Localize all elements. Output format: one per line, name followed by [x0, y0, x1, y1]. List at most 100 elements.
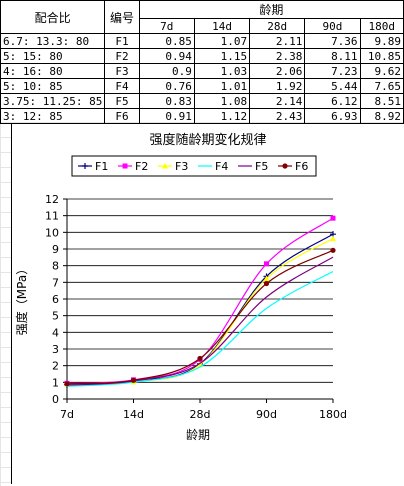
value-cell[interactable]: 2.14	[249, 93, 306, 109]
chart-title: 强度随龄期变化规律	[149, 132, 266, 148]
value-cell[interactable]: 0.76	[138, 78, 195, 94]
value-cell[interactable]: 8.92	[359, 108, 404, 124]
data-point-f2	[330, 215, 336, 221]
value-cell[interactable]: 8.51	[359, 93, 404, 109]
chart-object[interactable]: 强度随龄期变化规律 F1 F2 F3 F4 F5 F6 0 1 2 3 4 5 6 7 8 9 10 11 12 …	[11, 123, 404, 485]
x-tick-labels: 7d 14d 28d 90d 180d	[60, 408, 347, 421]
legend-label-f2: F2	[135, 160, 148, 173]
value-cell[interactable]: 6.12	[304, 93, 361, 109]
x-tick-label: 14d	[123, 408, 144, 421]
ratio-cell[interactable]: 6.7: 13.3: 80	[0, 33, 106, 49]
legend-label-f4: F4	[215, 160, 228, 173]
y-tick-label: 5	[52, 310, 59, 323]
y-tick-label: 4	[52, 326, 59, 339]
data-point-f6	[197, 355, 203, 362]
code-cell[interactable]: F2	[104, 48, 140, 64]
ratio-cell[interactable]: 3.75: 11.25: 85	[0, 93, 106, 109]
x-axis-label: 龄期	[186, 428, 210, 442]
y-tick-label: 7	[52, 276, 59, 289]
value-cell[interactable]: 1.03	[193, 63, 251, 79]
x-tick-label: 90d	[256, 408, 277, 421]
legend-marker-f1	[82, 163, 88, 169]
code-cell[interactable]: F4	[104, 78, 140, 94]
data-table: 配合比 编号 龄期 7d 14d 28d 90d 180d 6.7: 13.3:…	[0, 0, 404, 124]
value-cell[interactable]: 0.83	[138, 93, 195, 109]
value-cell[interactable]: 7.23	[304, 63, 361, 79]
value-cell[interactable]: 1.12	[193, 108, 251, 124]
age-col-90d[interactable]: 90d	[304, 18, 361, 34]
ratio-header[interactable]: 配合比	[0, 0, 106, 34]
legend-label-f6: F6	[295, 160, 308, 173]
code-header[interactable]: 编号	[104, 0, 140, 34]
y-tick-label: 11	[45, 210, 59, 223]
data-point-f3	[263, 275, 270, 281]
legend-label-f3: F3	[175, 160, 188, 173]
y-tick-label: 12	[45, 193, 59, 206]
code-cell[interactable]: F1	[104, 33, 140, 49]
y-tick-label: 10	[45, 226, 59, 239]
axes	[66, 199, 334, 403]
value-cell[interactable]: 1.92	[249, 78, 306, 94]
value-cell[interactable]: 7.65	[359, 78, 404, 94]
data-point-f6	[330, 247, 336, 253]
value-cell[interactable]: 5.44	[304, 78, 361, 94]
legend-marker-f3	[162, 163, 168, 169]
data-point-f2	[264, 261, 269, 267]
code-cell[interactable]: F5	[104, 93, 140, 109]
ratio-cell[interactable]: 5: 15: 80	[0, 48, 106, 64]
value-cell[interactable]: 6.93	[304, 108, 361, 124]
y-tick-label: 0	[52, 393, 59, 406]
x-tick-label: 7d	[60, 408, 74, 421]
legend-label-f5: F5	[255, 160, 268, 173]
y-tick-label: 6	[52, 293, 59, 306]
value-cell[interactable]: 8.11	[304, 48, 361, 64]
y-tick-label: 1	[52, 376, 59, 389]
value-cell[interactable]: 9.89	[359, 33, 404, 49]
code-cell[interactable]: F3	[104, 63, 140, 79]
value-cell[interactable]: 7.36	[304, 33, 361, 49]
legend: F1 F2 F3 F4 F5 F6	[78, 160, 308, 173]
strength-chart: 强度随龄期变化规律 F1 F2 F3 F4 F5 F6 0123456789101112 …	[12, 124, 404, 485]
value-cell[interactable]: 1.07	[193, 33, 251, 49]
age-col-14d[interactable]: 14d	[193, 18, 251, 34]
legend-box	[71, 155, 317, 177]
ratio-cell[interactable]: 4: 16: 80	[0, 63, 106, 79]
legend-label-f1: F1	[95, 160, 108, 173]
age-col-7d[interactable]: 7d	[138, 18, 195, 34]
x-tick-label: 28d	[190, 408, 211, 421]
value-cell[interactable]: 1.01	[193, 78, 251, 94]
age-header[interactable]: 龄期	[138, 0, 404, 19]
table-row: 5: 15: 80 F2 0.94 1.15 2.38 8.11 10.85	[0, 48, 404, 64]
table-row: 3.75: 11.25: 85 F5 0.83 1.08 2.14 6.12 8…	[0, 93, 404, 109]
value-cell[interactable]: 2.38	[249, 48, 306, 64]
value-cell[interactable]: 0.9	[138, 63, 195, 79]
value-cell[interactable]: 0.94	[138, 48, 195, 64]
value-cell[interactable]: 9.62	[359, 63, 404, 79]
value-cell[interactable]: 0.91	[138, 108, 195, 124]
value-cell[interactable]: 0.85	[138, 33, 195, 49]
value-cell[interactable]: 2.06	[249, 63, 306, 79]
data-point-f6	[130, 377, 137, 383]
value-cell[interactable]: 1.15	[193, 48, 251, 64]
data-point-f6	[64, 381, 70, 387]
table-row: 5: 10: 85 F4 0.76 1.01 1.92 5.44 7.65	[0, 78, 404, 94]
y-tick-label: 3	[52, 343, 59, 356]
value-cell[interactable]: 1.08	[193, 93, 251, 109]
y-tick-label: 2	[52, 360, 59, 373]
ratio-cell[interactable]: 5: 10: 85	[0, 78, 106, 94]
value-cell[interactable]: 10.85	[359, 48, 404, 64]
value-cell[interactable]: 2.43	[249, 108, 306, 124]
age-col-180d[interactable]: 180d	[359, 18, 404, 34]
series-f4	[66, 270, 334, 387]
table-row: 6.7: 13.3: 80 F1 0.85 1.07 2.11 7.36 9.8…	[0, 33, 404, 49]
value-cell[interactable]: 2.11	[249, 33, 306, 49]
series-line-f4	[66, 270, 334, 387]
y-axis-label: 强度（MPa）	[14, 263, 29, 335]
series-lines	[64, 215, 336, 388]
code-cell[interactable]: F6	[104, 108, 140, 124]
x-tick-label: 180d	[319, 408, 347, 421]
ratio-cell[interactable]: 3: 12: 85	[0, 108, 106, 124]
age-col-28d[interactable]: 28d	[249, 18, 306, 34]
table-row: 3: 12: 85 F6 0.91 1.12 2.43 6.93 8.92	[0, 108, 404, 124]
